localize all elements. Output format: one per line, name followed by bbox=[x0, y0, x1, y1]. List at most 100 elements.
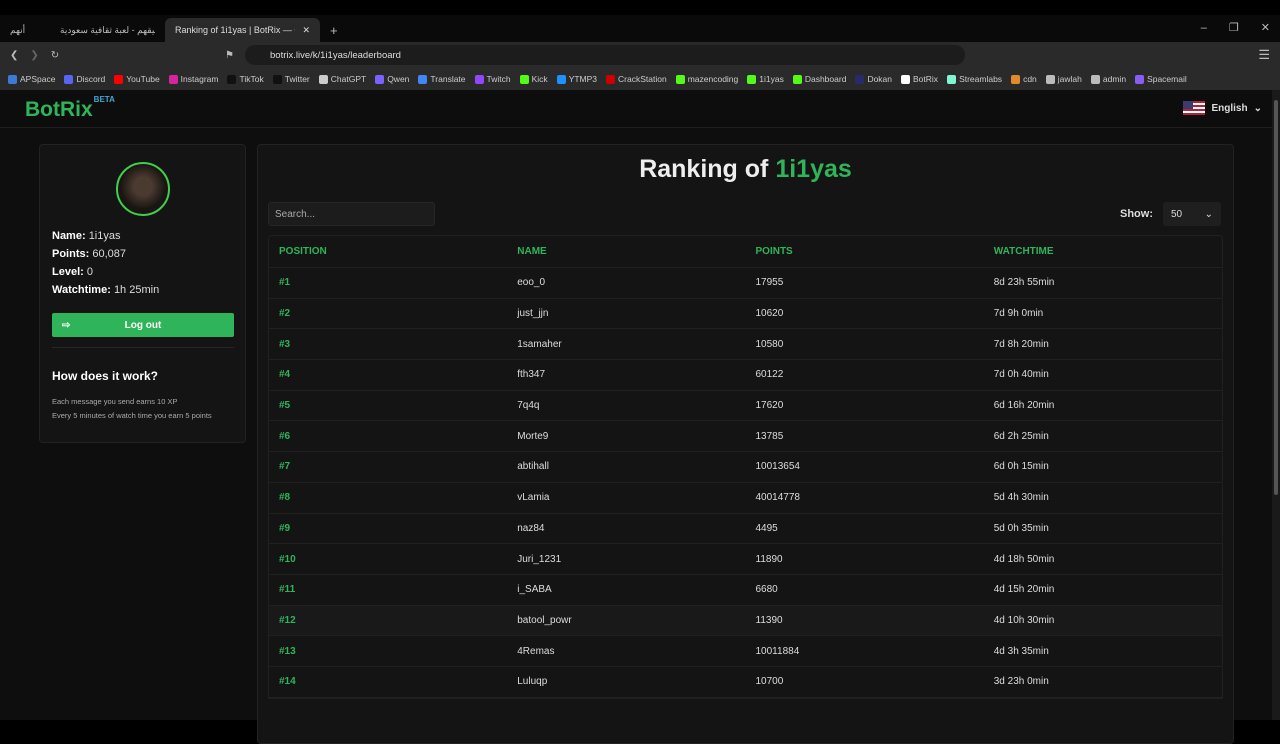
bookmark-chatgpt[interactable]: ChatGPT bbox=[318, 74, 366, 84]
language-label: English bbox=[1211, 102, 1248, 114]
bookmark-1i1yas[interactable]: 1i1yas bbox=[747, 74, 784, 84]
column-name[interactable]: NAME bbox=[517, 246, 547, 257]
cell-name: 7q4q bbox=[517, 400, 540, 412]
tab-1[interactable]: اسيقهم - لعبة ثقافية سعودية bbox=[50, 18, 165, 42]
table-row[interactable]: #14 Luluqp 10700 3d 23h 0min bbox=[269, 667, 1222, 698]
bookmark-icon bbox=[168, 74, 178, 84]
cell-points: 4495 bbox=[755, 522, 778, 534]
cell-points: 10011884 bbox=[755, 645, 800, 657]
logout-button[interactable]: ⇨ Log out bbox=[52, 313, 234, 337]
reload-icon[interactable]: ↻ bbox=[50, 49, 60, 61]
bookmark-qwen[interactable]: Qwen bbox=[375, 74, 409, 84]
bookmark-page-icon[interactable]: ⚑ bbox=[225, 49, 234, 61]
cell-name: naz84 bbox=[517, 522, 545, 534]
avatar bbox=[116, 162, 170, 216]
bookmark-icon bbox=[1011, 74, 1021, 84]
column-points[interactable]: POINTS bbox=[755, 246, 793, 257]
table-row[interactable]: #7 abtihall 10013654 6d 0h 15min bbox=[269, 452, 1222, 483]
bookmark-icon bbox=[519, 74, 529, 84]
bookmark-botrix[interactable]: BotRix bbox=[901, 74, 938, 84]
cell-points: 11390 bbox=[755, 614, 783, 626]
bookmark-dashboard[interactable]: Dashboard bbox=[792, 74, 846, 84]
table-row[interactable]: #13 4Remas 10011884 4d 3h 35min bbox=[269, 636, 1222, 667]
table-row[interactable]: #10 Juri_1231 11890 4d 18h 50min bbox=[269, 544, 1222, 575]
language-selector[interactable]: English ⌄ bbox=[1183, 101, 1262, 115]
divider bbox=[52, 347, 234, 348]
bookmark-icon bbox=[474, 74, 484, 84]
cell-name: 4Remas bbox=[517, 645, 555, 657]
cell-position: #5 bbox=[279, 400, 291, 412]
table-row[interactable]: #6 Morte9 13785 6d 2h 25min bbox=[269, 421, 1222, 453]
tab-strip: أنهم اسيقهم - لعبة ثقافية سعودية Ranking… bbox=[0, 15, 1280, 42]
bookmark-twitch[interactable]: Twitch bbox=[474, 74, 511, 84]
scrollbar[interactable] bbox=[1272, 90, 1280, 720]
bookmark-dokan[interactable]: Dokan bbox=[855, 74, 892, 84]
page: BotRix BETA English ⌄ Name: 1i1yas Points:… bbox=[0, 90, 1272, 744]
show-entries: Show: 50 ⌄ bbox=[1120, 202, 1221, 226]
table-row[interactable]: #11 i_SABA 6680 4d 15h 20min bbox=[269, 575, 1222, 606]
bookmark-twitter[interactable]: Twitter bbox=[272, 74, 310, 84]
bookmark-cdn[interactable]: cdn bbox=[1011, 74, 1037, 84]
bookmark-instagram[interactable]: Instagram bbox=[168, 74, 218, 84]
bookmark-mazencoding[interactable]: mazencoding bbox=[675, 74, 738, 84]
cell-watchtime: 4d 10h 30min bbox=[993, 614, 1055, 626]
search-input[interactable] bbox=[268, 202, 435, 226]
table-row[interactable]: #8 vLamia 40014778 5d 4h 30min bbox=[269, 483, 1222, 514]
bookmark-translate[interactable]: Translate bbox=[418, 74, 466, 84]
bookmark-streamlabs[interactable]: Streamlabs bbox=[947, 74, 1002, 84]
forward-icon[interactable]: ❯ bbox=[30, 49, 39, 61]
column-position[interactable]: POSITION bbox=[279, 246, 327, 257]
bookmark-tiktok[interactable]: TikTok bbox=[227, 74, 264, 84]
cell-position: #14 bbox=[279, 676, 296, 688]
bookmark-jawlah[interactable]: jawlah bbox=[1045, 74, 1082, 84]
cell-watchtime: 7d 8h 20min bbox=[993, 338, 1049, 350]
profile-watchtime: Watchtime: 1h 25min bbox=[52, 284, 160, 296]
page-title: Ranking of 1i1yas bbox=[639, 155, 852, 183]
beta-badge: BETA bbox=[93, 95, 115, 104]
bookmark-admin[interactable]: admin bbox=[1090, 74, 1126, 84]
logo-text: BotRix bbox=[25, 98, 93, 121]
new-tab-button[interactable]: + bbox=[330, 22, 338, 38]
show-count-select[interactable]: 50 ⌄ bbox=[1163, 202, 1221, 226]
table-row[interactable]: #3 1samaher 10580 7d 8h 20min bbox=[269, 329, 1222, 361]
profile-label: أنهم bbox=[10, 24, 26, 35]
bookmark-youtube[interactable]: YouTube bbox=[114, 74, 160, 84]
bookmarks-bar: APSpace Discord YouTube Instagram TikTok Twit… bbox=[0, 68, 1280, 90]
bookmark-kick[interactable]: Kick bbox=[519, 74, 548, 84]
bookmark-icon bbox=[947, 74, 957, 84]
restore-icon[interactable]: ❐ bbox=[1228, 22, 1239, 34]
bookmark-ytmp3[interactable]: YTMP3 bbox=[556, 74, 597, 84]
table-row[interactable]: #9 naz84 4495 5d 0h 35min bbox=[269, 514, 1222, 545]
table-row[interactable]: #5 7q4q 17620 6d 16h 20min bbox=[269, 391, 1222, 422]
cell-watchtime: 4d 3h 35min bbox=[993, 645, 1049, 657]
cell-position: #12 bbox=[279, 614, 296, 626]
table-row[interactable]: #4 fth347 60122 7d 0h 40min bbox=[269, 360, 1222, 391]
scrollbar-thumb[interactable] bbox=[1274, 100, 1278, 495]
profile-points: Points: 60,087 bbox=[52, 248, 126, 260]
close-window-icon[interactable]: ✕ bbox=[1260, 22, 1270, 34]
close-tab-icon[interactable]: ✕ bbox=[302, 24, 310, 35]
cell-position: #10 bbox=[279, 553, 296, 565]
table-row[interactable]: #1 eoo_0 17955 8d 23h 55min bbox=[269, 268, 1222, 299]
cell-points: 10580 bbox=[755, 338, 784, 350]
tab-2-active[interactable]: Ranking of 1i1yas | BotRix — Cl ✕ bbox=[165, 18, 320, 42]
tab-label: Ranking of 1i1yas | BotRix — Cl bbox=[175, 25, 295, 35]
minimize-icon[interactable]: – bbox=[1200, 22, 1207, 34]
column-watchtime[interactable]: WATCHTIME bbox=[993, 246, 1054, 257]
table-row[interactable]: #2 just_jjn 10620 7d 9h 0min bbox=[269, 299, 1222, 330]
address-bar[interactable]: botrix.live/k/1i1yas/leaderboard bbox=[245, 45, 965, 65]
cell-position: #13 bbox=[279, 645, 296, 657]
cell-name: i_SABA bbox=[517, 584, 552, 596]
url-text: botrix.live/k/1i1yas/leaderboard bbox=[270, 49, 401, 61]
cell-points: 17955 bbox=[755, 277, 784, 289]
bookmark-discord[interactable]: Discord bbox=[64, 74, 105, 84]
botrix-logo[interactable]: BotRix BETA bbox=[25, 95, 115, 122]
cell-position: #9 bbox=[279, 522, 291, 534]
bookmark-icon bbox=[855, 74, 865, 84]
table-row[interactable]: #12 batool_powr 11390 4d 10h 30min bbox=[269, 605, 1222, 637]
menu-icon[interactable]: ☰ bbox=[1258, 47, 1270, 62]
bookmark-apspace[interactable]: APSpace bbox=[8, 74, 55, 84]
bookmark-spacemail[interactable]: Spacemail bbox=[1135, 74, 1187, 84]
back-icon[interactable]: ❮ bbox=[10, 49, 19, 61]
bookmark-crackstation[interactable]: CrackStation bbox=[606, 74, 667, 84]
